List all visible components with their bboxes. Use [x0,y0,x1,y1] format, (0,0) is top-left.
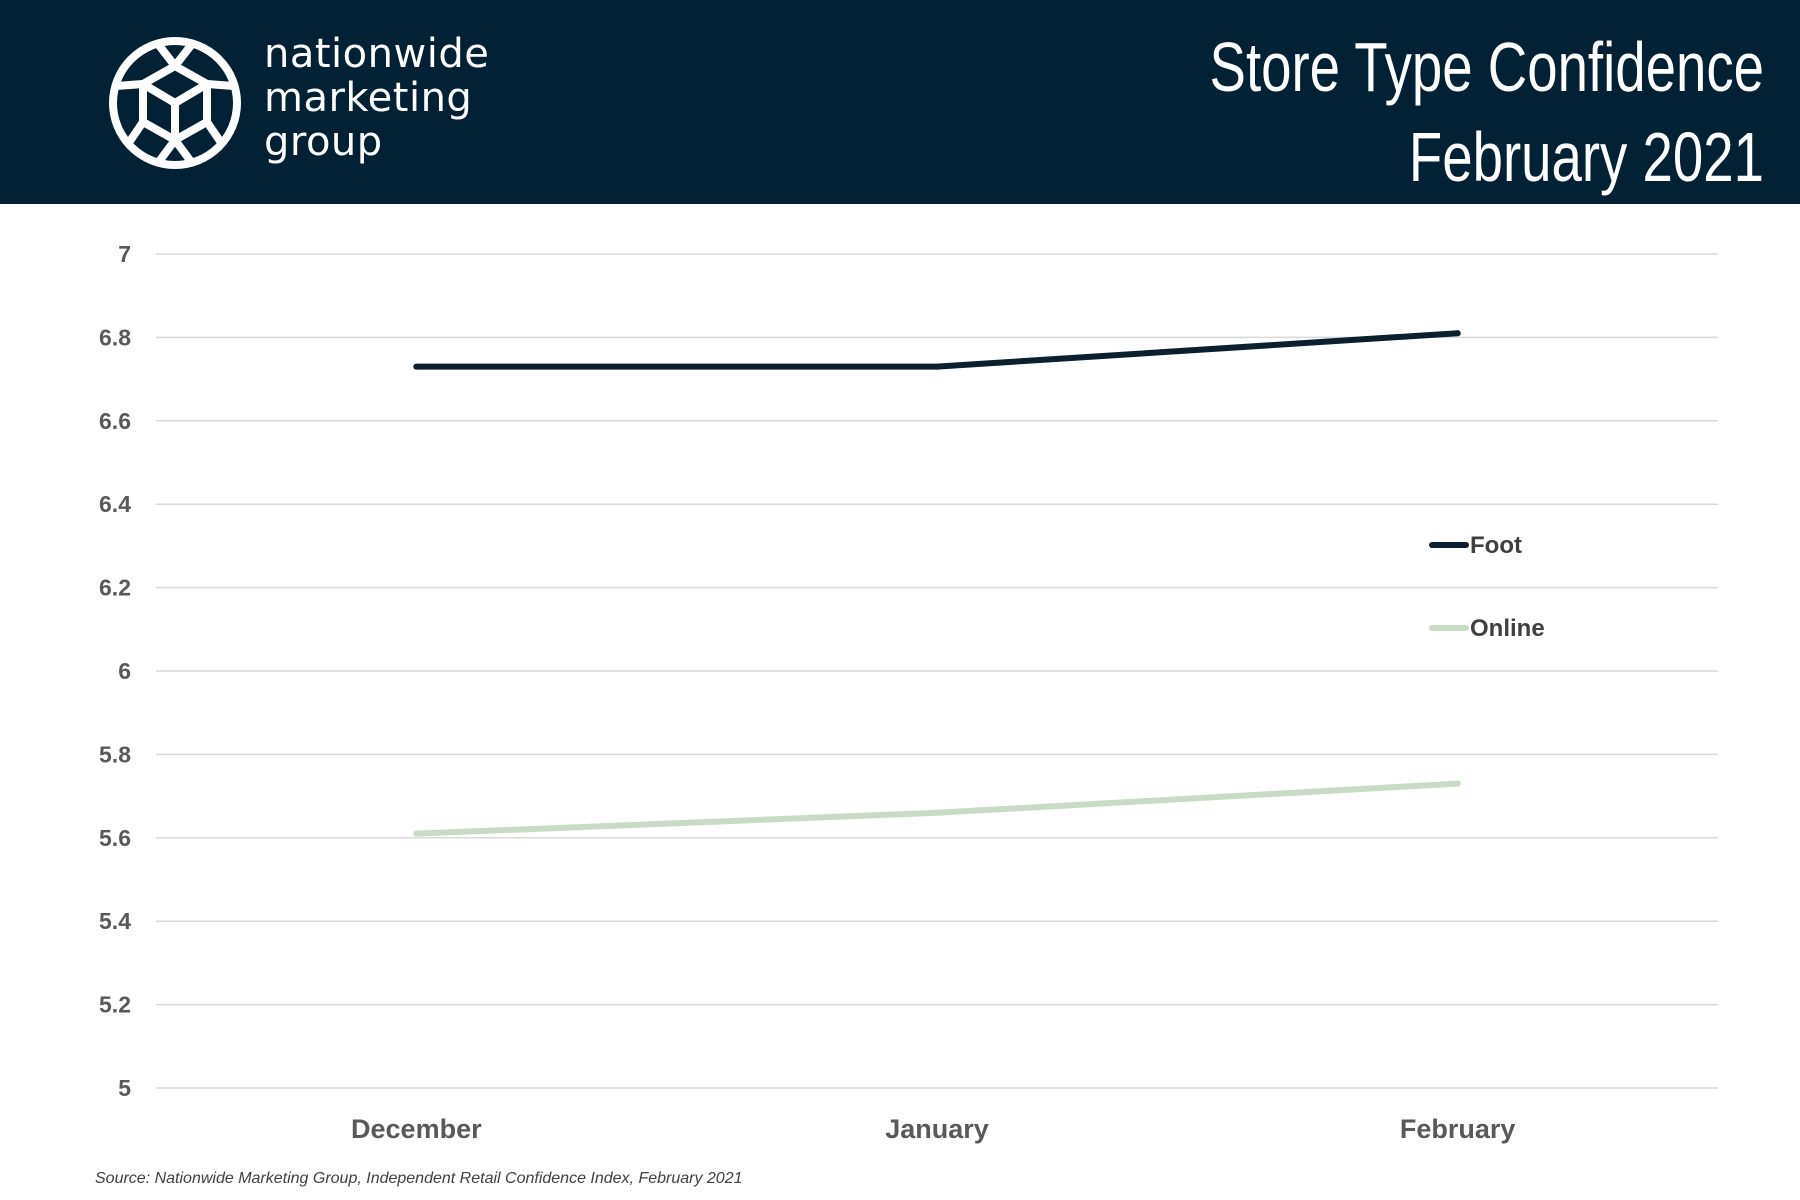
y-tick-label: 5 [118,1075,131,1101]
title-line: Store Type Confidence [1209,28,1764,106]
source-note: Source: Nationwide Marketing Group, Inde… [95,1170,743,1187]
data-point [413,830,420,837]
line-chart: 5 5.2 5.4 5.6 5.8 6 6.2 6.4 6.6 6.8 7 December Janua… [99,241,1718,1144]
y-tick-label: 7 [118,241,131,267]
series-line-foot [413,330,1461,370]
brand-name: nationwide marketing group [264,32,489,164]
data-point [413,363,420,370]
header-banner: nationwide marketing group Store Type Co… [0,0,1800,204]
legend-label: Foot [1470,532,1522,559]
legend-label: Online [1470,615,1545,642]
y-tick-label: 5.8 [99,741,131,767]
title-line: February 2021 [1408,118,1764,196]
data-point [1454,780,1461,787]
y-tick-label: 6.4 [99,491,131,517]
x-tick-label: January [885,1114,989,1144]
page-title: Store Type Confidence February 2021 [864,22,1764,202]
data-point [934,809,940,816]
brand-line: group [264,119,383,165]
brand-line: nationwide [264,31,490,77]
y-tick-label: 6 [118,658,131,684]
series-line-online [413,780,1461,837]
data-point [934,363,940,370]
y-tick-label: 5.2 [99,992,131,1018]
y-tick-label: 5.6 [99,825,131,851]
brand-line: marketing [264,75,473,121]
logo-icon [109,37,241,169]
y-tick-label: 6.6 [99,408,131,434]
y-tick-label: 6.8 [99,324,131,350]
data-point [1454,330,1461,337]
y-tick-label: 6.2 [99,575,131,601]
y-tick-label: 5.4 [99,908,131,934]
x-tick-label: February [1400,1114,1516,1144]
x-tick-label: December [351,1114,482,1144]
